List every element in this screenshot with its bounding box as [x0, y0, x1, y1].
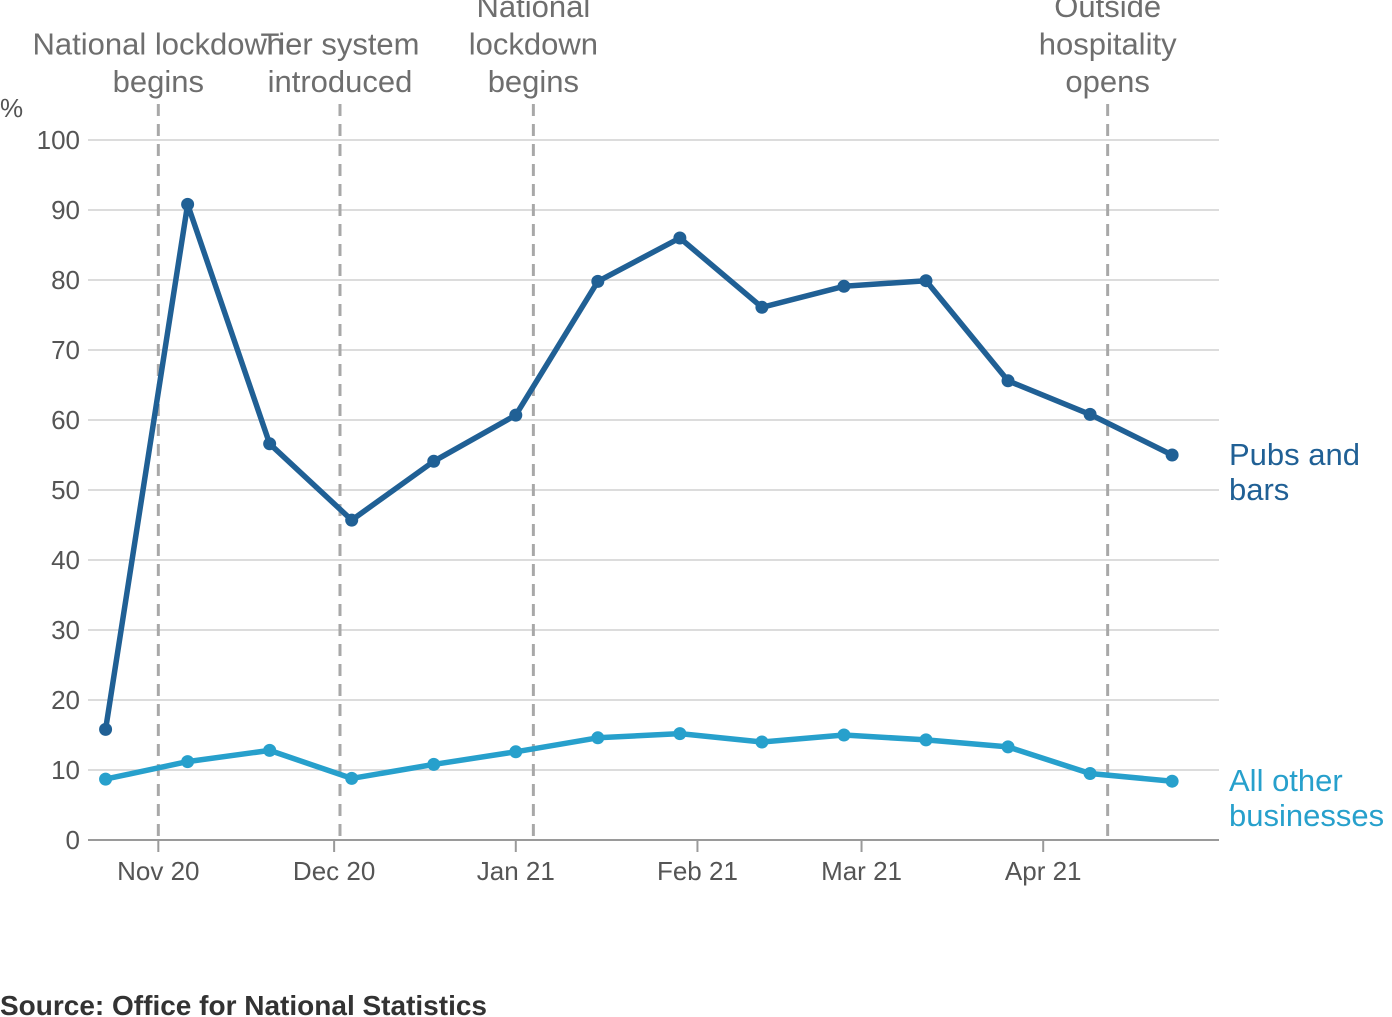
y-tick-label: 60 — [51, 405, 80, 435]
y-tick-label: 10 — [51, 755, 80, 785]
data-point — [919, 733, 933, 747]
x-tick-label: Jan 21 — [477, 856, 555, 886]
series-label: businesses — [1229, 798, 1384, 833]
data-point — [591, 274, 605, 288]
event-label: Tier system — [260, 27, 419, 62]
data-point — [99, 772, 113, 786]
x-tick-label: Dec 20 — [293, 856, 375, 886]
data-point — [755, 735, 769, 749]
y-tick-label: 100 — [37, 125, 80, 155]
series-label: bars — [1229, 472, 1289, 507]
series-label: All other — [1229, 763, 1343, 798]
data-point — [1083, 407, 1097, 421]
x-tick-label: Feb 21 — [657, 856, 738, 886]
event-label: hospitality — [1039, 27, 1177, 62]
x-tick-label: Nov 20 — [117, 856, 199, 886]
data-point — [345, 513, 359, 527]
data-point — [509, 745, 523, 759]
event-label: Outside — [1054, 0, 1161, 24]
data-point — [1165, 448, 1179, 462]
x-tick-label: Mar 21 — [821, 856, 902, 886]
data-point — [1083, 767, 1097, 780]
data-point — [181, 755, 195, 769]
series-line — [102, 730, 1175, 784]
data-point — [427, 454, 441, 468]
y-tick-label: 40 — [51, 545, 80, 575]
series-line — [102, 201, 1175, 733]
data-point — [1001, 740, 1015, 754]
data-point — [263, 437, 277, 451]
event-label: National lockdown — [33, 27, 285, 62]
event-label: begins — [113, 64, 204, 99]
data-point — [427, 757, 441, 771]
data-point — [1165, 774, 1179, 788]
data-point — [755, 300, 769, 314]
y-tick-label: 70 — [51, 335, 80, 365]
y-tick-label: 80 — [51, 265, 80, 295]
data-point — [509, 408, 523, 422]
y-tick-label: 50 — [51, 475, 80, 505]
y-axis-unit: % — [0, 93, 23, 123]
y-tick-label: 30 — [51, 615, 80, 645]
data-point — [673, 231, 687, 245]
data-point — [591, 731, 605, 745]
data-point — [837, 279, 851, 293]
data-point — [837, 728, 851, 742]
data-point — [181, 197, 195, 211]
y-axis: 0 10 20 30 40 50 60 70 80 90 100% — [0, 93, 80, 855]
event-label: lockdown — [469, 27, 598, 62]
x-axis: Nov 20 Dec 20 Jan 21 Feb 21 Mar 21 Apr 21 — [117, 840, 1082, 886]
event-label: National — [476, 0, 590, 24]
data-point — [1001, 374, 1015, 388]
data-point — [673, 727, 687, 741]
data-point — [263, 743, 277, 757]
data-point — [99, 722, 113, 736]
data-point — [919, 274, 933, 288]
series-label: Pubs and — [1229, 437, 1360, 472]
x-tick-label: Apr 21 — [1005, 856, 1082, 886]
event-label: opens — [1065, 64, 1149, 99]
y-tick-label: 20 — [51, 685, 80, 715]
gridlines — [88, 139, 1219, 841]
y-tick-label: 90 — [51, 195, 80, 225]
event-label: begins — [488, 64, 579, 99]
y-tick-label: 0 — [66, 825, 80, 855]
event-label: introduced — [268, 64, 413, 99]
source-note: Source: Office for National Statistics — [0, 990, 487, 1017]
data-point — [345, 771, 359, 785]
